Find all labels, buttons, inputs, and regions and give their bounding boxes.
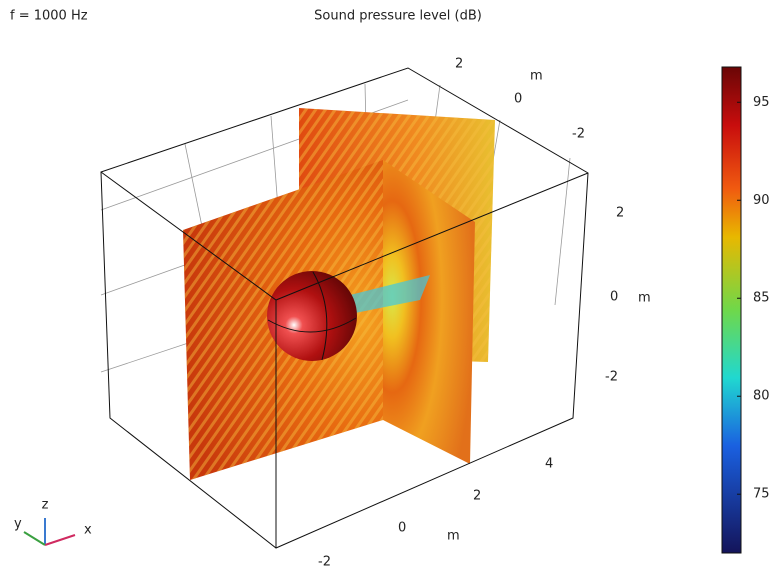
colorbar-tick-label: 85 xyxy=(753,291,770,306)
x-tick-label: 4 xyxy=(545,457,553,472)
colorbar-tick-label: 80 xyxy=(753,389,770,404)
y-unit: m xyxy=(530,69,543,84)
colorbar-scale xyxy=(722,67,741,553)
z-tick-label: 2 xyxy=(616,206,624,221)
colorbar-tick-label: 95 xyxy=(753,95,770,110)
y-tick-label: 2 xyxy=(455,57,463,72)
x-unit: m xyxy=(447,529,460,544)
x-tick-label: -2 xyxy=(318,555,331,570)
x-tick-label: 0 xyxy=(398,521,406,536)
triad-x: x xyxy=(84,523,92,538)
triad-y: y xyxy=(14,517,22,532)
colorbar-tick-label: 90 xyxy=(753,193,770,208)
z-tick-label: -2 xyxy=(605,370,618,385)
z-tick-label: 0 xyxy=(610,290,618,305)
axis-triad: z x y xyxy=(14,498,92,546)
colorbar: 75 80 85 90 95 xyxy=(722,67,770,553)
y-tick-label: -2 xyxy=(572,127,585,142)
sphere xyxy=(267,271,357,361)
plot-title: Sound pressure level (dB) xyxy=(314,9,482,24)
y-tick-label: 0 xyxy=(514,92,522,107)
z-unit: m xyxy=(638,291,651,306)
triad-z: z xyxy=(42,498,49,513)
frequency-label: f = 1000 Hz xyxy=(10,9,88,24)
colorbar-tick-label: 75 xyxy=(753,487,770,502)
x-tick-label: 2 xyxy=(473,489,481,504)
plot-window: f = 1000 Hz Sound pressure level (dB) 2 … xyxy=(0,0,774,574)
